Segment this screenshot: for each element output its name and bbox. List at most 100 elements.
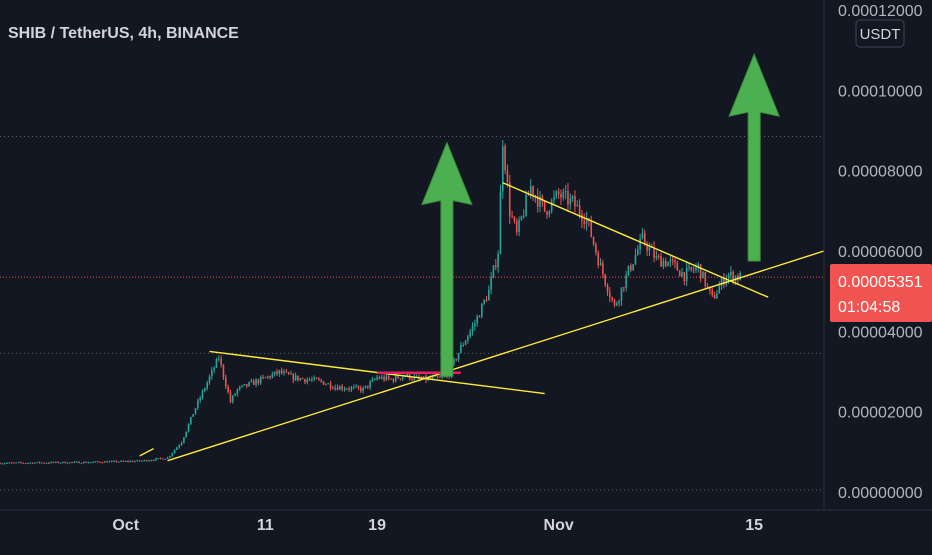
candle-up [69, 462, 71, 464]
candle-up [620, 287, 623, 301]
candle-down [152, 460, 155, 462]
candle-up [313, 377, 316, 380]
candle-up [211, 369, 213, 377]
y-tick-label: 0.00010000 [838, 83, 923, 100]
candle-up [371, 379, 374, 382]
candle-up [236, 389, 239, 394]
candle-down [597, 252, 600, 266]
candle-up [17, 462, 20, 464]
candle-down [532, 186, 534, 196]
candle-down [674, 260, 676, 263]
candle-down [318, 378, 320, 380]
candle-up [166, 457, 169, 459]
candle-down [515, 221, 518, 233]
up-arrow-annotation[interactable] [421, 141, 473, 377]
candle-down [52, 461, 55, 463]
candle-down [357, 386, 360, 388]
candle-up [639, 238, 641, 250]
candle-up [183, 437, 185, 443]
candle-up [688, 266, 690, 269]
candle-down [660, 256, 662, 267]
candle-up [108, 461, 111, 463]
candle-up [364, 385, 367, 388]
candle-up [550, 200, 553, 212]
candle-down [653, 247, 655, 258]
candle-down [13, 462, 15, 464]
candle-down [280, 370, 283, 374]
candle-down [664, 260, 667, 267]
candle-down [10, 462, 13, 464]
candle-up [150, 460, 153, 462]
candle-up [29, 462, 32, 464]
candle-down [131, 461, 134, 463]
candle-up [492, 265, 495, 278]
candle-down [264, 377, 267, 379]
candle-up [92, 461, 94, 463]
candle-down [623, 287, 625, 289]
candle-down [494, 265, 497, 268]
candle-down [227, 386, 229, 393]
candle-down [222, 364, 225, 378]
x-axis: Oct 11 19 Nov 15 [112, 517, 763, 534]
candle-up [87, 462, 90, 464]
candle-down [541, 196, 544, 202]
candle-up [385, 376, 388, 381]
currency-button[interactable] [855, 19, 905, 48]
up-arrow-annotation[interactable] [728, 52, 780, 262]
candle-up [266, 376, 269, 378]
annotation-layer[interactable] [139, 52, 825, 462]
candle-up [294, 375, 297, 381]
time-axis-panel[interactable] [0, 510, 932, 550]
candle-up [380, 376, 383, 379]
candle-down [478, 316, 481, 318]
candle-down [711, 289, 714, 296]
trendline[interactable] [139, 447, 154, 457]
candle-down [64, 461, 66, 464]
candle-up [213, 367, 215, 370]
candle-up [627, 265, 630, 275]
candle-up [41, 462, 43, 464]
candle-down [723, 278, 725, 285]
candle-up [339, 386, 341, 390]
candle-down [308, 379, 311, 381]
candle-up [350, 387, 353, 390]
candle-up [618, 300, 620, 304]
candle-up [89, 462, 92, 464]
candle-down [595, 244, 597, 253]
candle-down [315, 377, 318, 379]
candle-down [397, 375, 399, 379]
candle-up [199, 397, 201, 401]
candle-down [411, 379, 413, 381]
candle-up [157, 458, 160, 460]
candle-down [574, 196, 576, 207]
candle-down [602, 263, 604, 275]
candle-down [732, 271, 735, 282]
candle-up [194, 408, 197, 415]
candle-down [57, 461, 59, 463]
candle-down [567, 191, 569, 205]
candle-up [271, 374, 274, 378]
y-tick-label: 0.00004000 [838, 324, 923, 341]
candle-up [401, 376, 404, 380]
trendline[interactable] [502, 182, 769, 298]
candle-up [464, 340, 467, 345]
candle-down [220, 358, 222, 365]
candle-up [422, 376, 425, 379]
candle-up [529, 186, 532, 196]
candle-up [548, 211, 551, 215]
candle-down [276, 371, 278, 374]
candle-up [190, 417, 192, 425]
candle-down [320, 379, 323, 382]
candle-up [327, 383, 330, 385]
candle-down [224, 377, 227, 387]
candle-down [297, 375, 299, 381]
trendline[interactable] [167, 250, 825, 462]
currency-button-label: USDT [860, 26, 901, 43]
candle-down [592, 236, 595, 245]
candle-down [96, 461, 99, 463]
candle-down [606, 284, 609, 293]
candle-down [527, 194, 530, 196]
candle-up [525, 194, 527, 216]
